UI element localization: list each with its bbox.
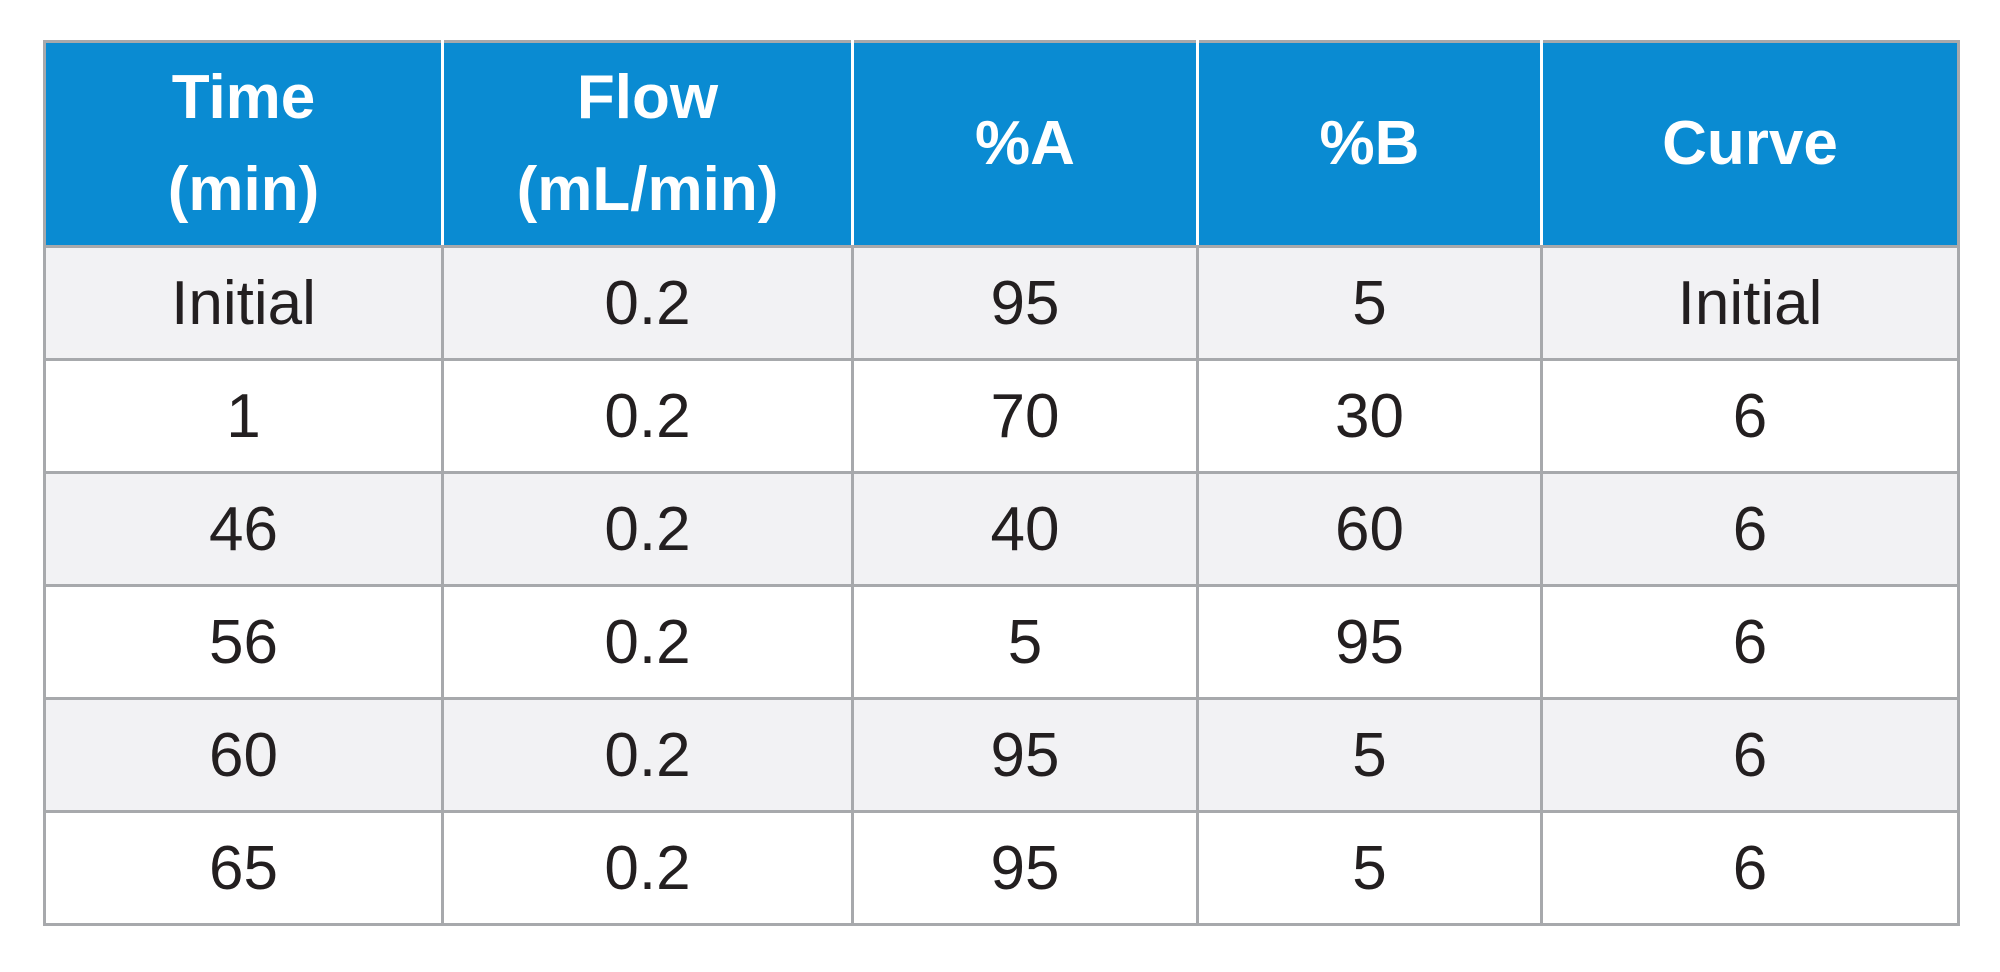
cell-time: 65 xyxy=(43,810,444,926)
header-percent-b: %B xyxy=(1196,40,1543,248)
header-time-label: Time xyxy=(171,63,316,132)
header-percent-a: %A xyxy=(851,40,1199,248)
cell-flow: 0.2 xyxy=(441,810,854,926)
header-row: Time (min) Flow (mL/min) %A %B Curve xyxy=(43,40,1960,248)
gradient-table: Time (min) Flow (mL/min) %A %B Curve xyxy=(43,40,1960,926)
cell-flow: 0.2 xyxy=(441,584,854,700)
header-percent-b-label: %B xyxy=(1319,109,1420,178)
header-curve: Curve xyxy=(1540,40,1960,248)
table-row: Initial 0.2 95 5 Initial xyxy=(43,245,1960,361)
cell-curve: 6 xyxy=(1540,471,1960,587)
table-header: Time (min) Flow (mL/min) %A %B Curve xyxy=(43,40,1960,248)
table-row: 60 0.2 95 5 6 xyxy=(43,697,1960,813)
header-flow-unit: (mL/min) xyxy=(516,155,779,224)
cell-flow: 0.2 xyxy=(441,471,854,587)
cell-percent-b: 95 xyxy=(1196,584,1543,700)
cell-curve: Initial xyxy=(1540,245,1960,361)
table-body: Initial 0.2 95 5 Initial 1 0.2 70 30 6 4… xyxy=(43,245,1960,926)
cell-curve: 6 xyxy=(1540,584,1960,700)
cell-percent-a: 5 xyxy=(851,584,1199,700)
table-row: 65 0.2 95 5 6 xyxy=(43,810,1960,926)
header-percent-a-label: %A xyxy=(975,109,1075,178)
header-time: Time (min) xyxy=(43,40,444,248)
cell-percent-a: 95 xyxy=(851,245,1199,361)
cell-time: 46 xyxy=(43,471,444,587)
cell-time: 56 xyxy=(43,584,444,700)
cell-time: 1 xyxy=(43,358,444,474)
table-row: 1 0.2 70 30 6 xyxy=(43,358,1960,474)
gradient-table-container: Time (min) Flow (mL/min) %A %B Curve xyxy=(43,40,1960,926)
header-flow-label: Flow xyxy=(576,63,719,132)
cell-percent-b: 5 xyxy=(1196,810,1543,926)
cell-percent-b: 5 xyxy=(1196,697,1543,813)
cell-percent-a: 70 xyxy=(851,358,1199,474)
cell-percent-b: 5 xyxy=(1196,245,1543,361)
cell-flow: 0.2 xyxy=(441,245,854,361)
cell-percent-a: 40 xyxy=(851,471,1199,587)
cell-curve: 6 xyxy=(1540,358,1960,474)
cell-percent-a: 95 xyxy=(851,810,1199,926)
cell-percent-a: 95 xyxy=(851,697,1199,813)
cell-percent-b: 60 xyxy=(1196,471,1543,587)
cell-time: Initial xyxy=(43,245,444,361)
cell-flow: 0.2 xyxy=(441,697,854,813)
cell-time: 60 xyxy=(43,697,444,813)
header-flow: Flow (mL/min) xyxy=(441,40,854,248)
header-curve-label: Curve xyxy=(1662,109,1838,178)
cell-flow: 0.2 xyxy=(441,358,854,474)
table-row: 56 0.2 5 95 6 xyxy=(43,584,1960,700)
table-row: 46 0.2 40 60 6 xyxy=(43,471,1960,587)
cell-percent-b: 30 xyxy=(1196,358,1543,474)
header-time-unit: (min) xyxy=(167,155,320,224)
cell-curve: 6 xyxy=(1540,697,1960,813)
cell-curve: 6 xyxy=(1540,810,1960,926)
